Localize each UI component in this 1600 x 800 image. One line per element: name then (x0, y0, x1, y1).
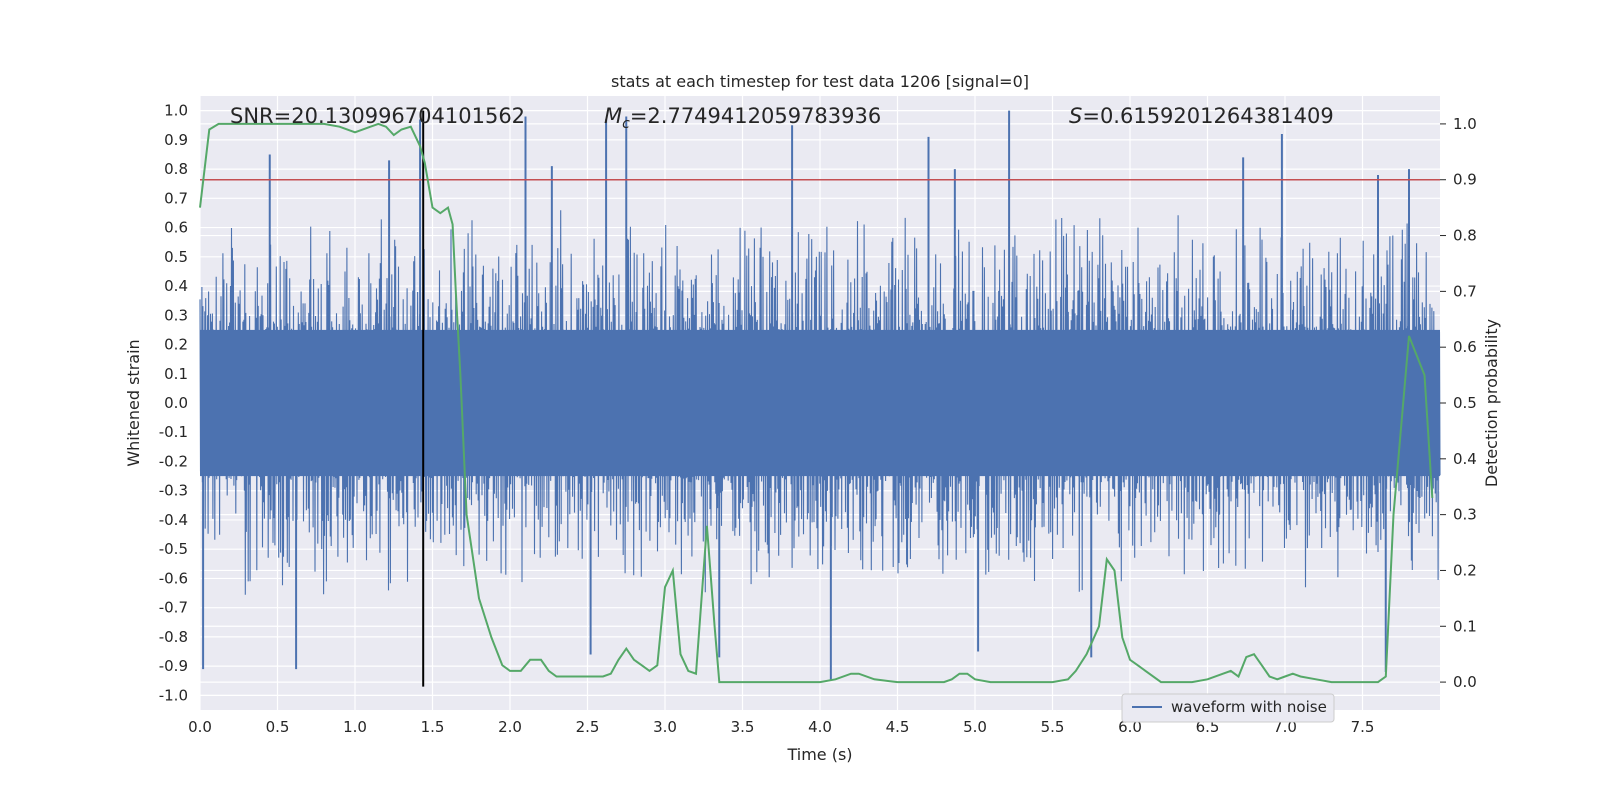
y-left-tick-label: -0.8 (159, 628, 188, 646)
x-tick-label: 5.5 (1041, 718, 1065, 736)
y-left-tick-label: -0.7 (159, 599, 188, 617)
y-left-tick-label: 0.9 (164, 131, 188, 149)
x-tick-label: 7.5 (1351, 718, 1375, 736)
y-right-tick-label: 0.9 (1453, 171, 1477, 189)
s-annotation: S=0.6159201264381409 (1069, 104, 1334, 128)
y-right-tick-label: 1.0 (1453, 115, 1477, 133)
y-left-tick-label: 1.0 (164, 102, 188, 120)
x-tick-label: 3.5 (731, 718, 755, 736)
y-left-tick-label: -0.3 (159, 482, 188, 500)
y-right-tick-label: 0.3 (1453, 506, 1477, 524)
chirp-mass-value: =2.7749412059783936 (630, 104, 881, 128)
y-right-tick-label: 0.6 (1453, 338, 1477, 356)
waveform-noise-band (200, 329, 1440, 477)
chirp-mass-annotation: Mc=2.7749412059783936 (604, 104, 881, 132)
y-left-tick-label: -0.9 (159, 657, 188, 675)
x-tick-label: 1.0 (343, 718, 367, 736)
x-tick-label: 4.5 (886, 718, 910, 736)
y-left-tick-label: -1.0 (159, 686, 188, 704)
legend-box (1121, 693, 1335, 723)
y-right-tick-label: 0.7 (1453, 282, 1477, 300)
y-axis-label-left: Whitened strain (124, 339, 143, 466)
y-right-tick-label: 0.4 (1453, 450, 1477, 468)
y-left-tick-label: 0.5 (164, 248, 188, 266)
chirp-mass-symbol: M (604, 104, 622, 128)
y-left-tick-label: 0.3 (164, 306, 188, 324)
legend-label-waveform: waveform with noise (1171, 698, 1327, 716)
y-right-tick-label: 0.2 (1453, 561, 1477, 579)
detection-probability-line (199, 122, 1434, 684)
y-left-tick-label: 0.8 (164, 160, 188, 178)
chart-title: stats at each timestep for test data 120… (611, 72, 1029, 91)
y-left-tick-label: 0.1 (164, 365, 188, 383)
x-tick-label: 2.5 (576, 718, 600, 736)
legend: waveform with noise (1121, 693, 1335, 723)
y-left-tick-label: 0.2 (164, 336, 188, 354)
y-left-tick-label: -0.4 (159, 511, 188, 529)
x-tick-label: 3.0 (653, 718, 677, 736)
x-axis-label: Time (s) (786, 745, 852, 764)
y-right-tick-label: 0.1 (1453, 617, 1477, 635)
y-right-tick-label: 0.8 (1453, 227, 1477, 245)
s-value: =0.6159201264381409 (1082, 104, 1333, 128)
x-tick-label: 0.0 (188, 718, 212, 736)
y-left-tick-label: 0.7 (164, 189, 188, 207)
snr-annotation: SNR=20.130996704101562 (230, 104, 525, 128)
y-right-tick-label: 0.5 (1453, 394, 1477, 412)
y-left-tick-label: 0.0 (164, 394, 188, 412)
waveform-series (199, 110, 1441, 681)
chirp-mass-subscript: c (622, 116, 630, 132)
y-left-tick-label: 0.4 (164, 277, 188, 295)
x-tick-label: 0.5 (266, 718, 290, 736)
x-tick-label: 5.0 (963, 718, 987, 736)
y-left-tick-label: 0.6 (164, 219, 188, 237)
x-tick-label: 1.5 (421, 718, 445, 736)
y-left-tick-label: -0.2 (159, 452, 188, 470)
overlay-lines (199, 110, 1440, 687)
x-tick-label: 4.0 (808, 718, 832, 736)
y-axis-label-right: Detection probability (1482, 319, 1501, 487)
s-symbol: S (1069, 104, 1082, 128)
y-left-tick-label: -0.1 (159, 423, 188, 441)
x-tick-label: 2.0 (498, 718, 522, 736)
y-left-tick-label: -0.6 (159, 569, 188, 587)
y-right-tick-label: 0.0 (1453, 673, 1477, 691)
y-left-tick-label: -0.5 (159, 540, 188, 558)
